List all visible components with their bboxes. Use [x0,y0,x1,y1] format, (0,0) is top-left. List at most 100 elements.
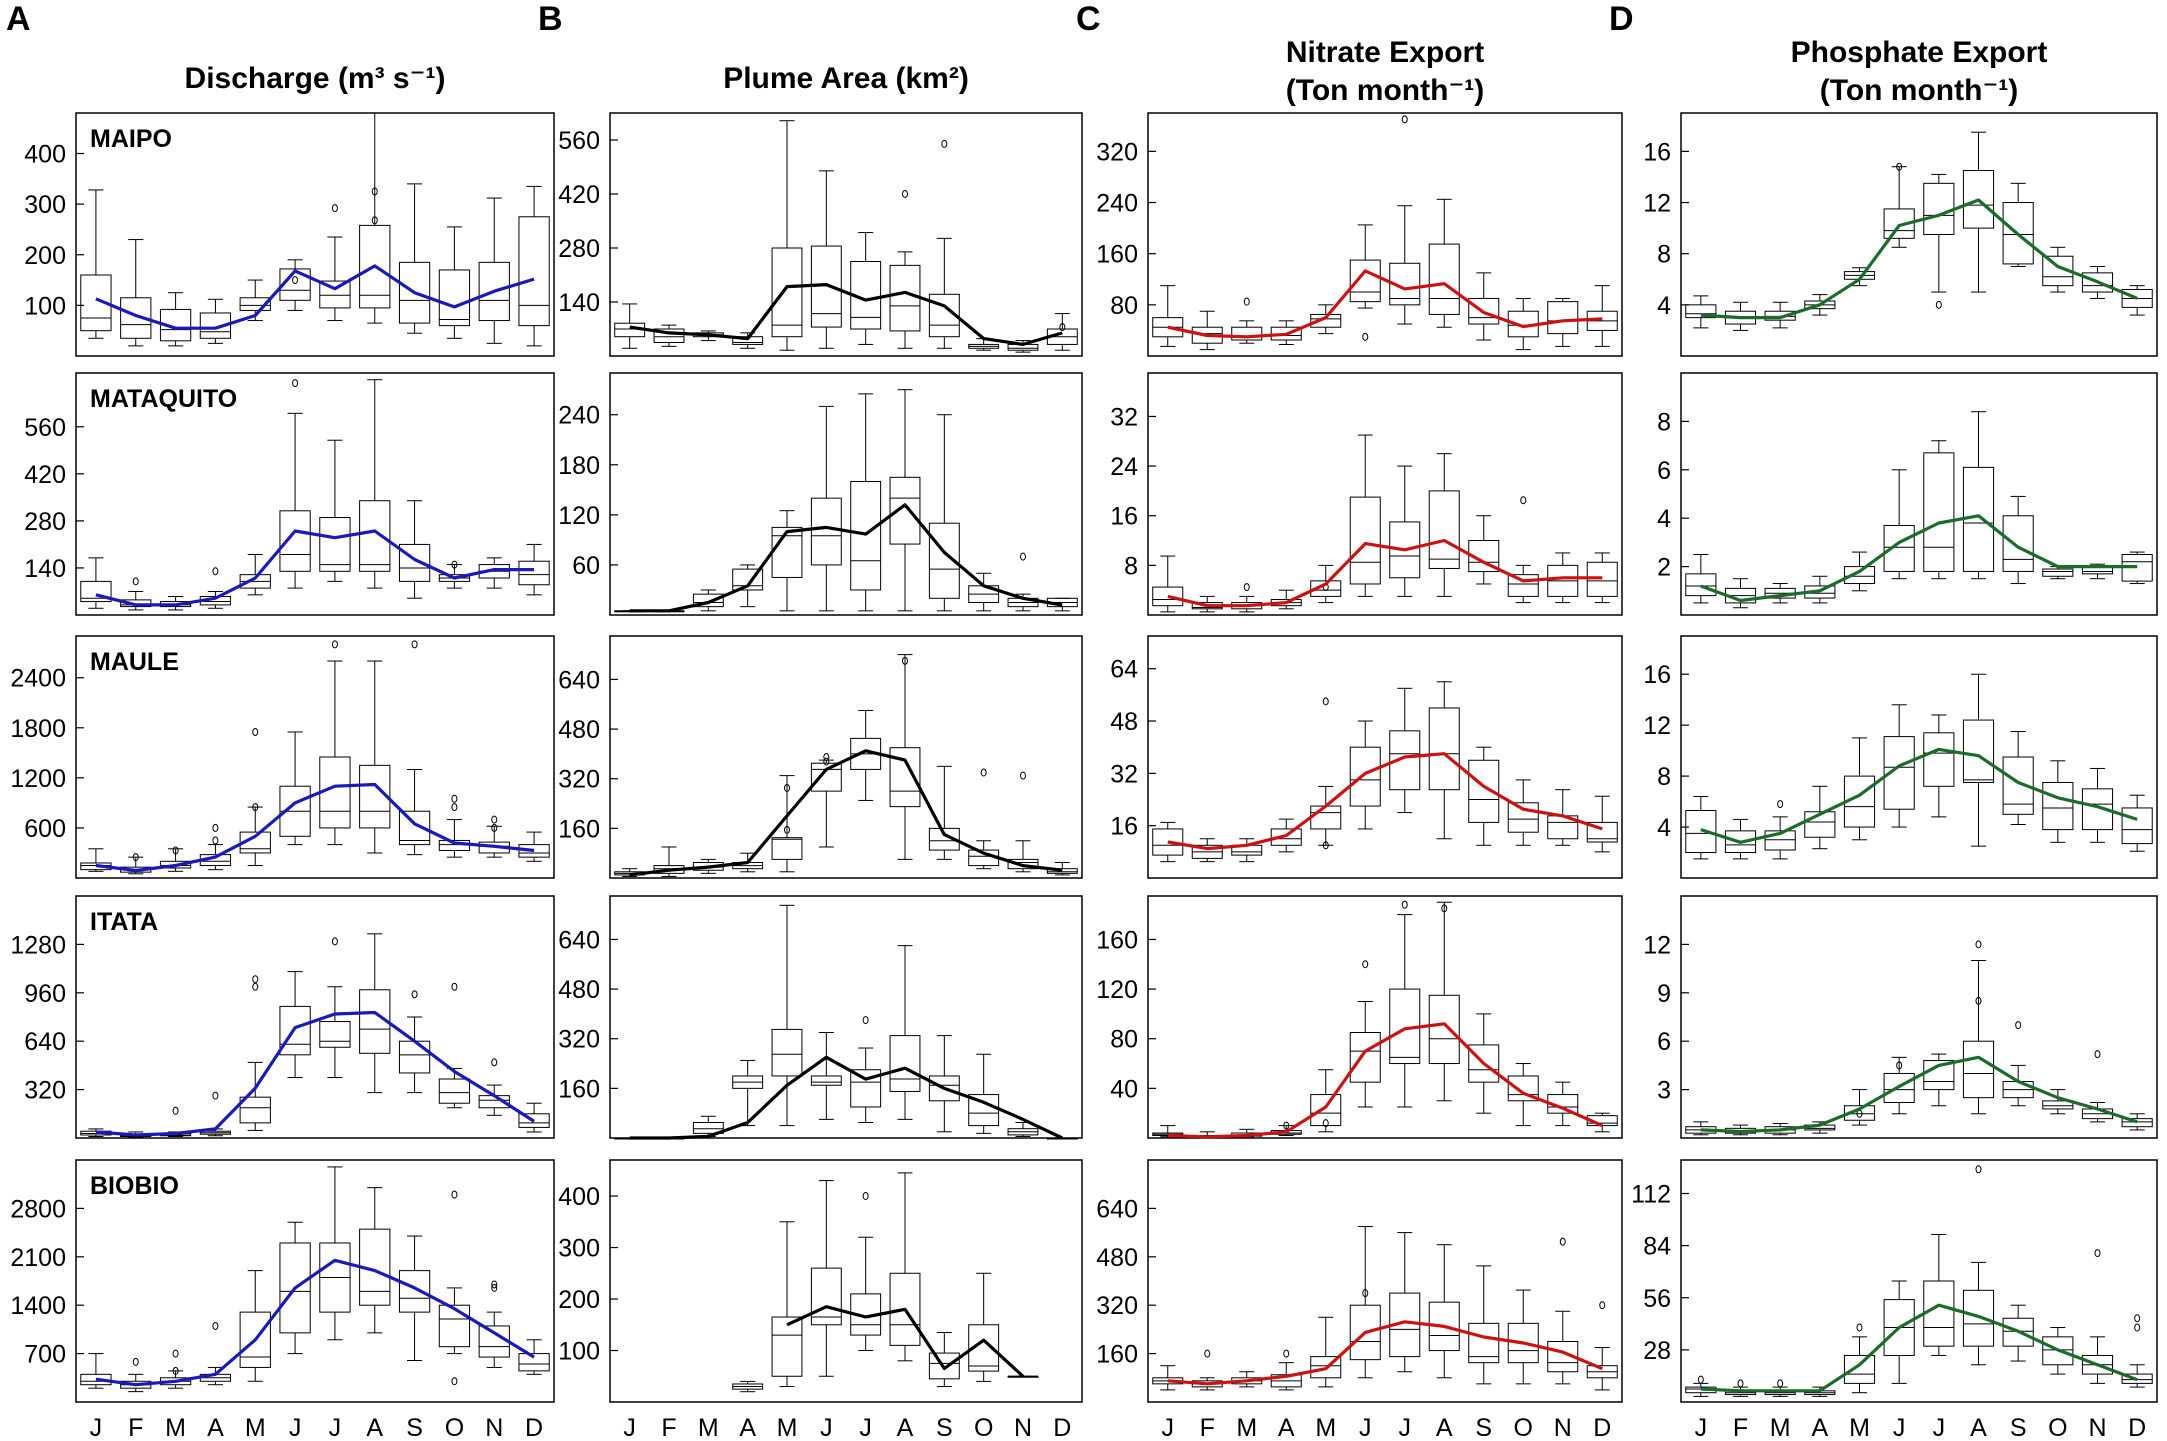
y-tick-label: 480 [1096,1244,1138,1272]
box [1724,830,1757,854]
y-tick-label: 600 [24,815,66,843]
y-tick-label: 2100 [10,1244,66,1272]
plot-frame [1147,635,1623,879]
outlier-point [1401,115,1408,124]
mean-line [1167,1022,1603,1139]
box [1468,1322,1500,1364]
box [1152,586,1184,607]
y-tick-label: 40 [1110,1075,1138,1103]
outlier-point [1322,841,1329,850]
y-tick-label: 280 [24,508,66,536]
mean-line [1700,514,2138,603]
plot-frame [609,895,1083,1139]
mean-line [629,503,1063,613]
month-label: S [1475,1414,1492,1441]
mean-line [629,1055,1063,1140]
panel-a-mataquito: 140 280 420 560 MATAQUITO [24,372,555,616]
y-tick-label: 16 [1643,138,1671,166]
outlier-point [451,560,458,569]
box [1270,828,1302,846]
y-tick-label: 480 [558,716,600,744]
y-tick-label: 48 [1110,708,1138,736]
outlier-point [411,640,418,649]
box [771,1316,803,1377]
plot-frame [1147,112,1623,357]
outlier-point [1362,332,1369,341]
box [1310,313,1342,328]
month-label: A [1970,1414,1987,1441]
box [928,827,960,851]
month-label: J [1399,1414,1412,1441]
plot-frame [1147,1159,1623,1403]
y-tick-label: 6 [1657,457,1671,485]
plot-frame [1680,895,2158,1139]
column-title-c-line-1: Nitrate Export [1286,36,1484,69]
mean-line [629,749,1063,877]
box [1962,719,1995,783]
river-label-itata: ITATA [90,908,158,936]
y-tick-label: 112 [1631,1181,1671,1209]
box [80,274,112,332]
box [1428,243,1460,315]
outlier-point [1975,1165,1982,1174]
outlier-point [172,1106,179,1115]
panel-b-mataquito: 60 120 180 240 [558,372,1083,616]
outlier-point [451,1190,458,1199]
outlier-point [451,794,458,803]
y-tick-label: 320 [558,766,600,794]
outlier-point [2134,1323,2141,1332]
outlier-point [491,1283,498,1292]
month-label: J [623,1414,636,1441]
column-headers: A Discharge (m³ s⁻¹) B Plume Area (km²) C Nit… [6,0,2047,107]
y-tick-label: 3 [1657,1077,1671,1105]
y-tick-label: 4 [1657,505,1671,533]
box [1349,1032,1381,1083]
month-label: A [207,1414,224,1441]
y-tick-label: 180 [558,452,600,480]
box [850,480,882,591]
y-tick-label: 4 [1657,292,1671,320]
box [159,860,192,869]
mean-line [1167,269,1603,339]
panel-letter-d: D [1609,0,1634,38]
y-tick-label: 56 [1643,1285,1671,1313]
box [2042,781,2074,831]
box [279,268,311,301]
month-label: M [1770,1414,1791,1441]
y-tick-label: 960 [24,980,66,1008]
box [2042,1100,2074,1110]
box [1428,994,1460,1065]
y-tick-label: 4 [1657,814,1671,842]
panel-c-maipo: 80 160 240 320 [1096,112,1623,357]
box [1685,304,1717,319]
outlier-point [371,216,378,225]
month-label: S [406,1414,423,1441]
mean-line [1700,747,2138,844]
outlier-point [823,757,830,766]
panel-b-maipo: 140 280 420 560 [558,112,1083,357]
outlier-point [212,1321,219,1330]
box [1389,521,1421,579]
y-tick-label: 320 [1096,138,1138,166]
month-label: O [445,1414,464,1441]
box [928,1352,960,1380]
month-label: J [90,1414,103,1441]
box [1007,858,1039,870]
outlier-point [331,640,338,649]
box [159,308,192,342]
y-tick-label: 80 [1110,1026,1138,1054]
box [1843,1105,1876,1121]
y-tick-label: 12 [1643,931,1671,959]
outlier-point [1599,1301,1606,1310]
box [1685,809,1717,854]
month-label: M [1236,1414,1257,1441]
outlier-point [784,784,790,793]
month-label: J [329,1414,342,1441]
y-tick-label: 420 [558,181,600,209]
mean-line [1700,1303,2138,1393]
outlier-point [1243,297,1250,306]
panels: 100200300400MAIPO14028042056080160240320… [10,112,2158,1441]
box [438,269,471,327]
